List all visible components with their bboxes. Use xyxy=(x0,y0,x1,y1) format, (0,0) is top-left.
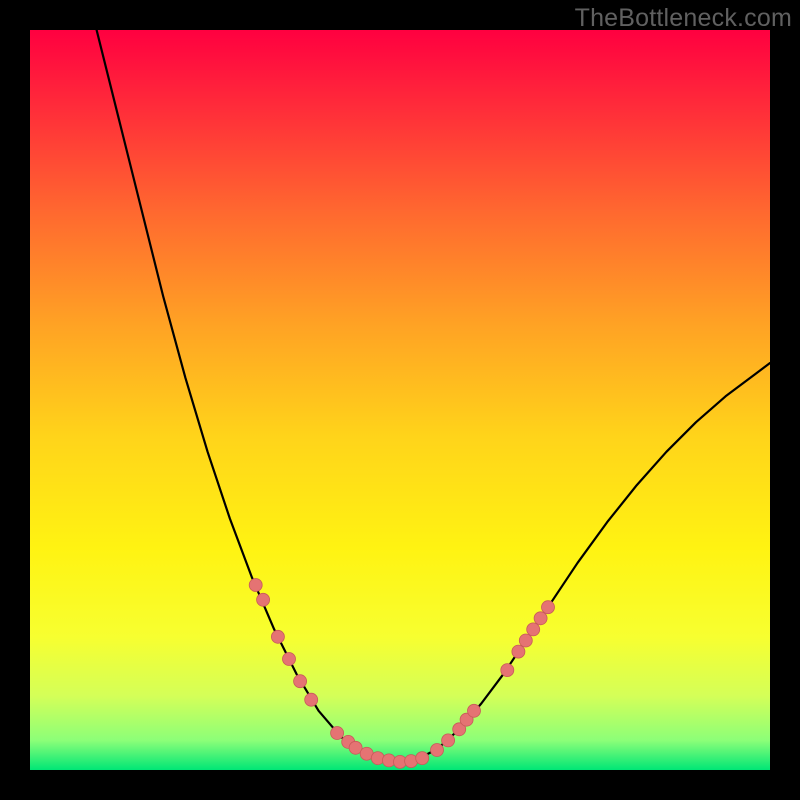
data-marker xyxy=(534,612,547,625)
chart-svg xyxy=(30,30,770,770)
data-marker xyxy=(371,752,384,765)
data-marker xyxy=(283,653,296,666)
data-marker xyxy=(257,593,270,606)
data-marker xyxy=(271,630,284,643)
chart-background xyxy=(30,30,770,770)
data-marker xyxy=(431,744,444,757)
data-marker xyxy=(501,664,514,677)
data-marker xyxy=(519,634,532,647)
data-marker xyxy=(468,704,481,717)
plot-area xyxy=(30,30,770,770)
data-marker xyxy=(305,693,318,706)
data-marker xyxy=(542,601,555,614)
data-marker xyxy=(512,645,525,658)
data-marker xyxy=(249,579,262,592)
data-marker xyxy=(416,752,429,765)
data-marker xyxy=(294,675,307,688)
data-marker xyxy=(331,727,344,740)
watermark-text: TheBottleneck.com xyxy=(575,4,792,33)
data-marker xyxy=(527,623,540,636)
data-marker xyxy=(442,734,455,747)
